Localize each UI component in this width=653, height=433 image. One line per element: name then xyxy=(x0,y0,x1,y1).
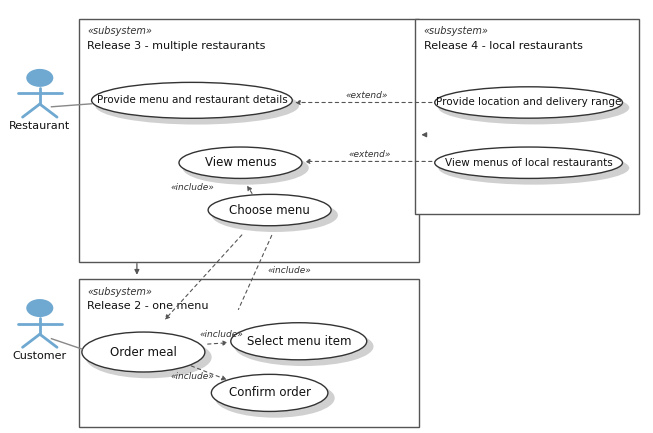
Ellipse shape xyxy=(208,194,331,226)
Text: Release 2 - one menu: Release 2 - one menu xyxy=(87,301,208,311)
Text: Provide menu and restaurant details: Provide menu and restaurant details xyxy=(97,95,287,105)
FancyBboxPatch shape xyxy=(78,19,419,262)
Text: «include»: «include» xyxy=(199,330,243,339)
Text: Release 3 - multiple restaurants: Release 3 - multiple restaurants xyxy=(87,41,265,51)
Circle shape xyxy=(26,69,54,87)
Ellipse shape xyxy=(435,87,622,118)
Ellipse shape xyxy=(179,147,302,178)
Ellipse shape xyxy=(234,327,374,366)
Ellipse shape xyxy=(91,82,293,118)
Circle shape xyxy=(26,299,54,317)
Text: «extend»: «extend» xyxy=(345,90,388,100)
Text: «subsystem»: «subsystem» xyxy=(87,26,152,36)
Text: Confirm order: Confirm order xyxy=(229,386,311,399)
Ellipse shape xyxy=(95,87,299,125)
Text: Choose menu: Choose menu xyxy=(229,204,310,216)
Text: View menus: View menus xyxy=(204,156,276,169)
Text: «subsystem»: «subsystem» xyxy=(87,287,152,297)
Text: View menus of local restaurants: View menus of local restaurants xyxy=(445,158,613,168)
Ellipse shape xyxy=(438,91,629,124)
Ellipse shape xyxy=(435,147,622,178)
Ellipse shape xyxy=(82,332,205,372)
Text: «include»: «include» xyxy=(170,372,214,381)
Ellipse shape xyxy=(212,375,328,411)
Ellipse shape xyxy=(231,323,367,360)
FancyBboxPatch shape xyxy=(415,19,639,214)
Text: Restaurant: Restaurant xyxy=(9,121,71,131)
FancyBboxPatch shape xyxy=(78,279,419,427)
Text: Select menu item: Select menu item xyxy=(247,335,351,348)
Text: «extend»: «extend» xyxy=(349,150,391,159)
Text: «include»: «include» xyxy=(267,266,311,275)
Ellipse shape xyxy=(86,336,212,378)
Text: Release 4 - local restaurants: Release 4 - local restaurants xyxy=(424,41,582,51)
Text: Order meal: Order meal xyxy=(110,346,177,359)
Text: Customer: Customer xyxy=(12,351,67,362)
Ellipse shape xyxy=(215,378,335,418)
Ellipse shape xyxy=(212,198,338,232)
Text: «include»: «include» xyxy=(170,183,214,192)
Ellipse shape xyxy=(183,151,309,184)
Text: Provide location and delivery range: Provide location and delivery range xyxy=(436,97,621,107)
Text: «subsystem»: «subsystem» xyxy=(424,26,488,36)
Ellipse shape xyxy=(438,151,629,184)
